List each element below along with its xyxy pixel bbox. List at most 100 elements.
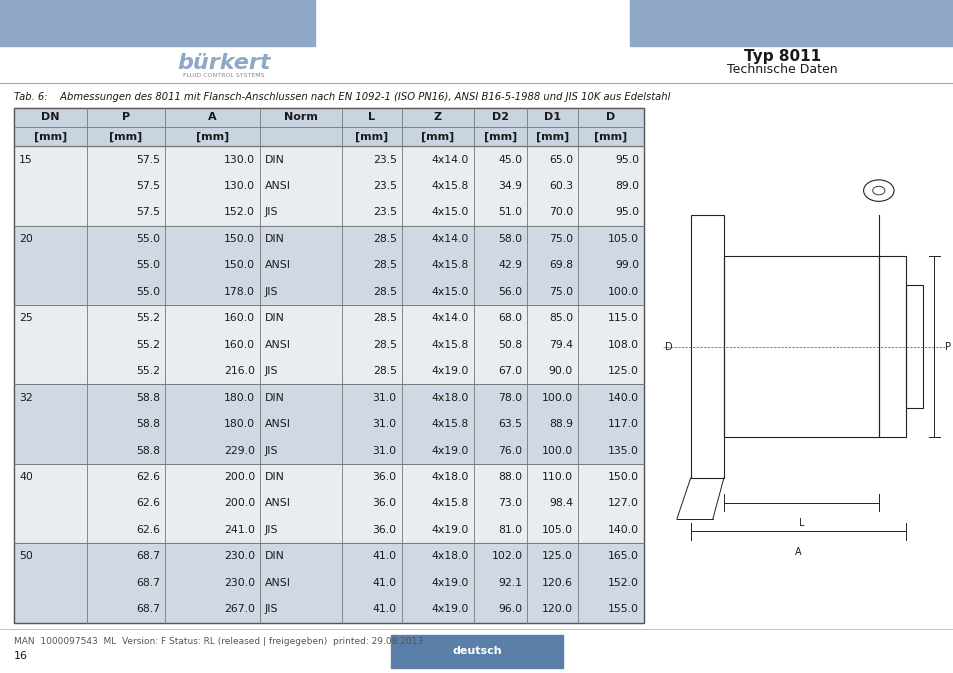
Bar bbox=[14, 464, 643, 543]
Text: DN: DN bbox=[41, 112, 60, 122]
Text: [mm]: [mm] bbox=[110, 131, 143, 142]
Text: 130.0: 130.0 bbox=[224, 181, 254, 191]
Text: [mm]: [mm] bbox=[34, 131, 67, 142]
Text: 152.0: 152.0 bbox=[224, 207, 254, 217]
Bar bbox=[629, 0, 953, 46]
Text: [mm]: [mm] bbox=[195, 131, 229, 142]
Text: DIN: DIN bbox=[264, 155, 284, 164]
Text: ANSI: ANSI bbox=[264, 260, 291, 271]
Bar bbox=[905, 285, 923, 408]
Text: 67.0: 67.0 bbox=[498, 366, 522, 376]
Text: 31.0: 31.0 bbox=[373, 392, 396, 402]
Text: 230.0: 230.0 bbox=[224, 578, 254, 588]
Text: 57.5: 57.5 bbox=[136, 155, 160, 164]
Text: 180.0: 180.0 bbox=[224, 419, 254, 429]
Text: 92.1: 92.1 bbox=[498, 578, 522, 588]
Text: JIS: JIS bbox=[264, 207, 278, 217]
Text: 130.0: 130.0 bbox=[224, 155, 254, 164]
Text: P: P bbox=[944, 342, 950, 351]
Text: 4x15.8: 4x15.8 bbox=[432, 260, 469, 271]
Text: 55.2: 55.2 bbox=[136, 366, 160, 376]
Text: 105.0: 105.0 bbox=[607, 234, 639, 244]
Text: 115.0: 115.0 bbox=[608, 313, 639, 323]
Text: 69.8: 69.8 bbox=[549, 260, 573, 271]
Text: 4x15.8: 4x15.8 bbox=[432, 419, 469, 429]
Text: 63.5: 63.5 bbox=[498, 419, 522, 429]
Text: A: A bbox=[208, 112, 216, 122]
Text: 56.0: 56.0 bbox=[498, 287, 522, 297]
Text: 25: 25 bbox=[19, 313, 32, 323]
Text: 55.0: 55.0 bbox=[136, 260, 160, 271]
Text: JIS: JIS bbox=[264, 366, 278, 376]
Text: JIS: JIS bbox=[264, 287, 278, 297]
Text: A: A bbox=[795, 547, 801, 557]
Text: 150.0: 150.0 bbox=[224, 234, 254, 244]
Text: 16: 16 bbox=[14, 651, 29, 661]
Text: [mm]: [mm] bbox=[355, 131, 388, 142]
Text: 160.0: 160.0 bbox=[224, 313, 254, 323]
Text: 75.0: 75.0 bbox=[548, 234, 573, 244]
Text: 62.6: 62.6 bbox=[136, 499, 160, 509]
Text: 58.0: 58.0 bbox=[498, 234, 522, 244]
Text: 57.5: 57.5 bbox=[136, 207, 160, 217]
Text: 51.0: 51.0 bbox=[498, 207, 522, 217]
Bar bbox=[0, 0, 314, 46]
Text: 79.4: 79.4 bbox=[549, 340, 573, 350]
Text: 58.8: 58.8 bbox=[136, 446, 160, 456]
Text: 4x14.0: 4x14.0 bbox=[432, 155, 469, 164]
Text: 127.0: 127.0 bbox=[608, 499, 639, 509]
Text: 28.5: 28.5 bbox=[373, 234, 396, 244]
Text: 150.0: 150.0 bbox=[607, 472, 639, 482]
Text: 105.0: 105.0 bbox=[541, 525, 573, 535]
Text: 99.0: 99.0 bbox=[615, 260, 639, 271]
Text: 68.7: 68.7 bbox=[136, 604, 160, 614]
Text: 267.0: 267.0 bbox=[224, 604, 254, 614]
Text: 65.0: 65.0 bbox=[548, 155, 573, 164]
Text: 41.0: 41.0 bbox=[373, 551, 396, 561]
Text: 4x19.0: 4x19.0 bbox=[432, 366, 469, 376]
Text: 28.5: 28.5 bbox=[373, 287, 396, 297]
Text: 78.0: 78.0 bbox=[498, 392, 522, 402]
Text: 140.0: 140.0 bbox=[607, 392, 639, 402]
Text: [mm]: [mm] bbox=[594, 131, 627, 142]
Text: 20: 20 bbox=[19, 234, 33, 244]
Text: 60.3: 60.3 bbox=[548, 181, 573, 191]
Text: 4x19.0: 4x19.0 bbox=[432, 446, 469, 456]
Text: 70.0: 70.0 bbox=[548, 207, 573, 217]
Text: 23.5: 23.5 bbox=[373, 155, 396, 164]
Text: DIN: DIN bbox=[264, 313, 284, 323]
Text: [mm]: [mm] bbox=[536, 131, 569, 142]
Text: L: L bbox=[368, 112, 375, 122]
Text: 100.0: 100.0 bbox=[541, 446, 573, 456]
Text: 95.0: 95.0 bbox=[615, 155, 639, 164]
Text: 28.5: 28.5 bbox=[373, 313, 396, 323]
Text: 4x15.8: 4x15.8 bbox=[432, 340, 469, 350]
Text: 55.2: 55.2 bbox=[136, 313, 160, 323]
Bar bbox=[14, 225, 643, 305]
Text: 41.0: 41.0 bbox=[373, 578, 396, 588]
Text: 4x15.8: 4x15.8 bbox=[432, 499, 469, 509]
Text: 36.0: 36.0 bbox=[373, 472, 396, 482]
Text: 4x19.0: 4x19.0 bbox=[432, 578, 469, 588]
Text: 58.8: 58.8 bbox=[136, 392, 160, 402]
Text: 165.0: 165.0 bbox=[608, 551, 639, 561]
Text: 62.6: 62.6 bbox=[136, 525, 160, 535]
Text: JIS: JIS bbox=[264, 525, 278, 535]
Text: 155.0: 155.0 bbox=[608, 604, 639, 614]
Text: deutsch: deutsch bbox=[452, 647, 501, 656]
Text: 68.0: 68.0 bbox=[498, 313, 522, 323]
Text: 28.5: 28.5 bbox=[373, 366, 396, 376]
Bar bbox=[14, 384, 643, 464]
Text: 4x19.0: 4x19.0 bbox=[432, 525, 469, 535]
Text: 117.0: 117.0 bbox=[608, 419, 639, 429]
Text: 125.0: 125.0 bbox=[608, 366, 639, 376]
Text: 120.0: 120.0 bbox=[541, 604, 573, 614]
Text: JIS: JIS bbox=[264, 446, 278, 456]
Text: [mm]: [mm] bbox=[420, 131, 454, 142]
Text: D: D bbox=[606, 112, 615, 122]
Text: 152.0: 152.0 bbox=[608, 578, 639, 588]
Text: ANSI: ANSI bbox=[264, 499, 291, 509]
Text: 125.0: 125.0 bbox=[541, 551, 573, 561]
Text: 4x18.0: 4x18.0 bbox=[432, 472, 469, 482]
Text: 45.0: 45.0 bbox=[498, 155, 522, 164]
